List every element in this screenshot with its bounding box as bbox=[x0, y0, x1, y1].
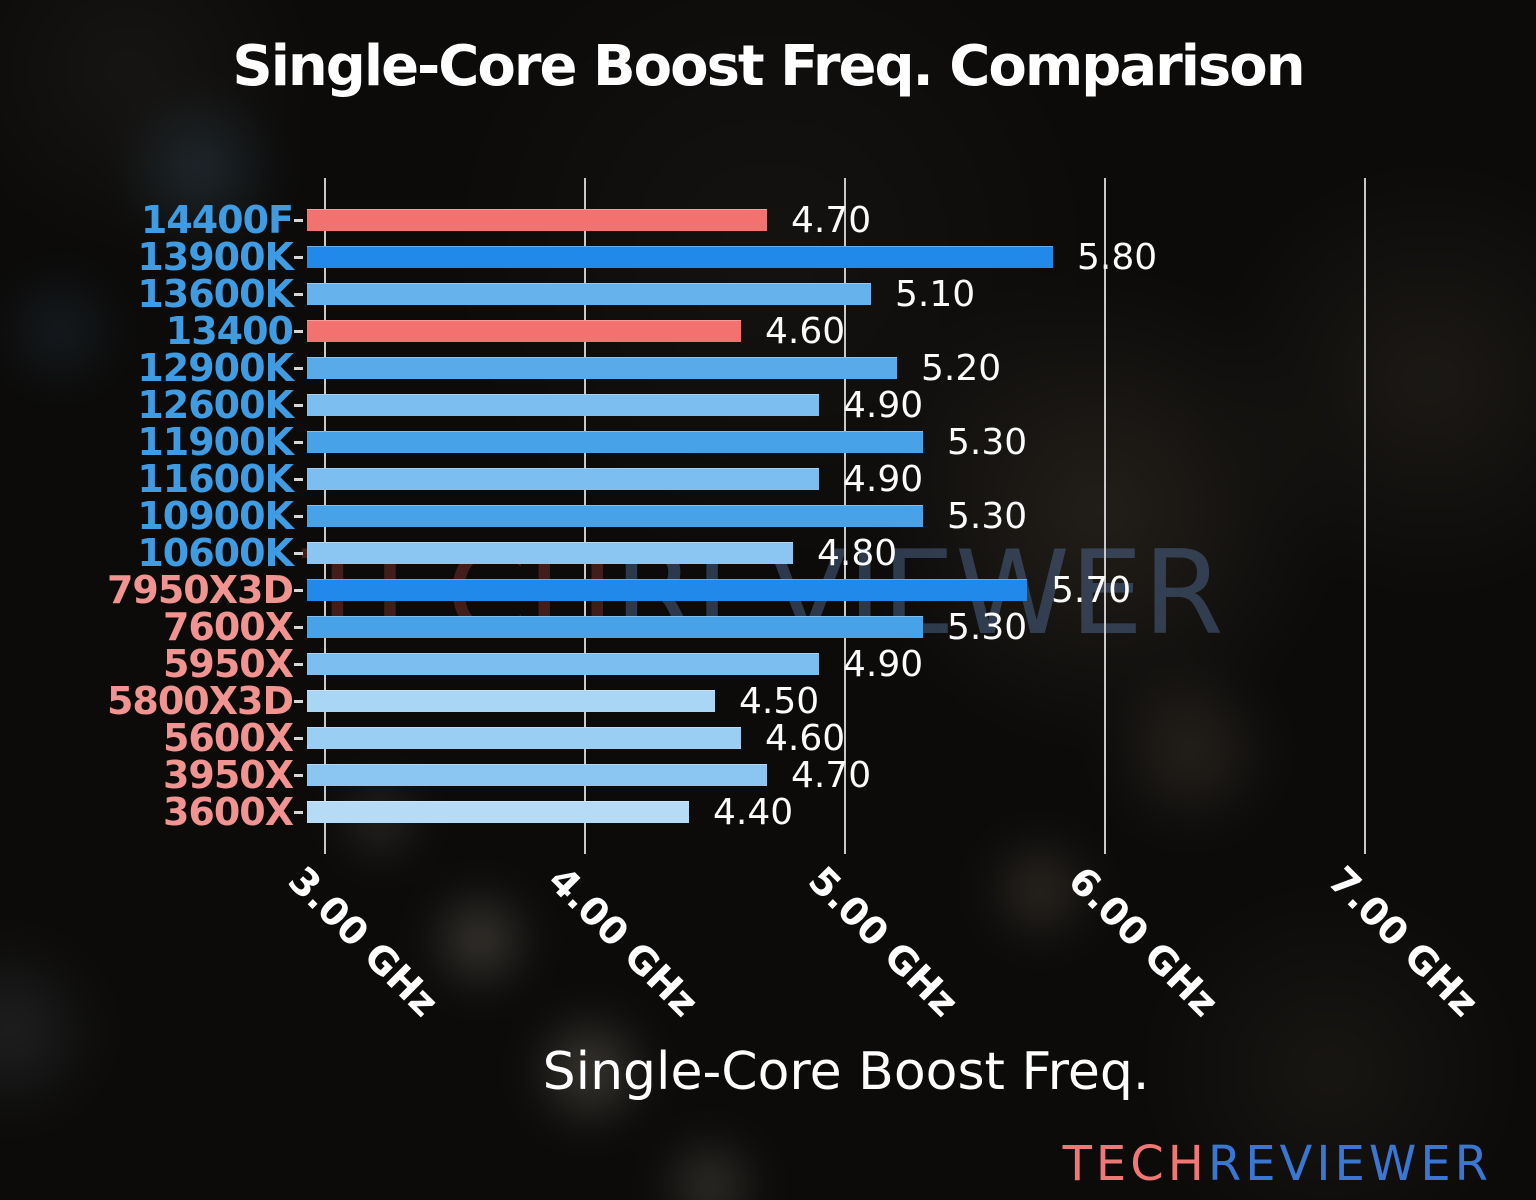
bar bbox=[307, 246, 1053, 268]
category-label: 5800X3D bbox=[106, 679, 294, 723]
bar-row: 11900K 5.30 bbox=[0, 420, 1536, 464]
bar-value-label: 4.70 bbox=[791, 200, 872, 241]
category-label: 3950X bbox=[162, 753, 294, 797]
bar bbox=[307, 468, 819, 490]
bar bbox=[307, 357, 897, 379]
bar-value-label: 5.20 bbox=[921, 348, 1002, 389]
y-axis-tick bbox=[294, 515, 303, 518]
category-label: 12600K bbox=[137, 383, 294, 427]
bar-row: 3950X 4.70 bbox=[0, 753, 1536, 797]
bar-value-label: 4.80 bbox=[817, 533, 898, 574]
bar-value-label: 4.70 bbox=[791, 755, 872, 796]
y-axis-tick bbox=[294, 367, 303, 370]
bar-row: 13900K 5.80 bbox=[0, 235, 1536, 279]
bar-row: 3600X 4.40 bbox=[0, 790, 1536, 834]
bar-value-label: 5.70 bbox=[1051, 570, 1132, 611]
y-axis-tick bbox=[294, 219, 303, 222]
bar-row: 5950X 4.90 bbox=[0, 642, 1536, 686]
bar bbox=[307, 394, 819, 416]
bar-value-label: 5.30 bbox=[947, 607, 1028, 648]
bar bbox=[307, 653, 819, 675]
y-axis-tick bbox=[294, 700, 303, 703]
bar-row: 10900K 5.30 bbox=[0, 494, 1536, 538]
category-label: 10900K bbox=[137, 494, 294, 538]
bar-value-label: 5.10 bbox=[895, 274, 976, 315]
y-axis-tick bbox=[294, 293, 303, 296]
bar bbox=[307, 690, 715, 712]
category-label: 5950X bbox=[162, 642, 294, 686]
bar-row: 5600X 4.60 bbox=[0, 716, 1536, 760]
x-tick-label: 4.00 GHz bbox=[539, 858, 707, 1025]
bar-row: 12900K 5.20 bbox=[0, 346, 1536, 390]
logo-reviewer-text: REVIEWER bbox=[1207, 1136, 1492, 1192]
y-axis-tick bbox=[294, 737, 303, 740]
category-label: 13900K bbox=[137, 235, 294, 279]
y-axis-tick bbox=[294, 626, 303, 629]
x-tick-label: 5.00 GHz bbox=[799, 858, 967, 1025]
bar-value-label: 4.90 bbox=[843, 385, 924, 426]
category-label: 11600K bbox=[137, 457, 294, 501]
bar-value-label: 4.90 bbox=[843, 644, 924, 685]
gridline bbox=[1104, 178, 1106, 854]
y-axis-tick bbox=[294, 663, 303, 666]
category-label: 10600K bbox=[137, 531, 294, 575]
bar-row: 14400F 4.70 bbox=[0, 198, 1536, 242]
bar-value-label: 5.80 bbox=[1077, 237, 1158, 278]
category-label: 13600K bbox=[137, 272, 294, 316]
bar-row: 13600K 5.10 bbox=[0, 272, 1536, 316]
bar-value-label: 5.30 bbox=[947, 422, 1028, 463]
category-label: 7950X3D bbox=[106, 568, 294, 612]
y-axis-tick bbox=[294, 441, 303, 444]
bar-row: 7600X 5.30 bbox=[0, 605, 1536, 649]
bar-row: 13400 4.60 bbox=[0, 309, 1536, 353]
x-tick-label: 6.00 GHz bbox=[1059, 858, 1227, 1025]
y-axis-tick bbox=[294, 478, 303, 481]
x-tick-label: 7.00 GHz bbox=[1319, 858, 1487, 1025]
category-label: 5600X bbox=[162, 716, 294, 760]
bar bbox=[307, 431, 923, 453]
bar bbox=[307, 320, 741, 342]
bar-row: 12600K 4.90 bbox=[0, 383, 1536, 427]
bar bbox=[307, 801, 689, 823]
x-axis-title: Single-Core Boost Freq. bbox=[542, 1042, 1150, 1102]
bar bbox=[307, 727, 741, 749]
y-axis-tick bbox=[294, 811, 303, 814]
category-label: 11900K bbox=[137, 420, 294, 464]
y-axis-tick bbox=[294, 774, 303, 777]
bar bbox=[307, 283, 871, 305]
gridline bbox=[1364, 178, 1366, 854]
y-axis-tick bbox=[294, 404, 303, 407]
bar-row: 10600K 4.80 bbox=[0, 531, 1536, 575]
techreviewer-logo: TECHREVIEWER bbox=[1063, 1136, 1492, 1192]
x-tick-label: 3.00 GHz bbox=[279, 858, 447, 1025]
y-axis-tick bbox=[294, 256, 303, 259]
bar-row: 11600K 4.90 bbox=[0, 457, 1536, 501]
bar-value-label: 4.40 bbox=[713, 792, 794, 833]
bar-value-label: 4.50 bbox=[739, 681, 820, 722]
bar bbox=[307, 764, 767, 786]
bar bbox=[307, 579, 1027, 601]
bar-value-label: 5.30 bbox=[947, 496, 1028, 537]
bar-value-label: 4.60 bbox=[765, 718, 846, 759]
y-axis-tick bbox=[294, 330, 303, 333]
category-label: 13400 bbox=[165, 309, 294, 353]
bar-value-label: 4.90 bbox=[843, 459, 924, 500]
category-label: 7600X bbox=[162, 605, 294, 649]
bar bbox=[307, 542, 793, 564]
bar-value-label: 4.60 bbox=[765, 311, 846, 352]
y-axis-tick bbox=[294, 552, 303, 555]
bar bbox=[307, 505, 923, 527]
category-label: 12900K bbox=[137, 346, 294, 390]
category-label: 3600X bbox=[162, 790, 294, 834]
bar-row: 7950X3D 5.70 bbox=[0, 568, 1536, 612]
bar bbox=[307, 616, 923, 638]
chart-title: Single-Core Boost Freq. Comparison bbox=[232, 34, 1305, 99]
logo-tech-text: TECH bbox=[1062, 1136, 1208, 1192]
bar-row: 5800X3D 4.50 bbox=[0, 679, 1536, 723]
y-axis-tick bbox=[294, 589, 303, 592]
category-label: 14400F bbox=[140, 198, 294, 242]
bar bbox=[307, 209, 767, 231]
